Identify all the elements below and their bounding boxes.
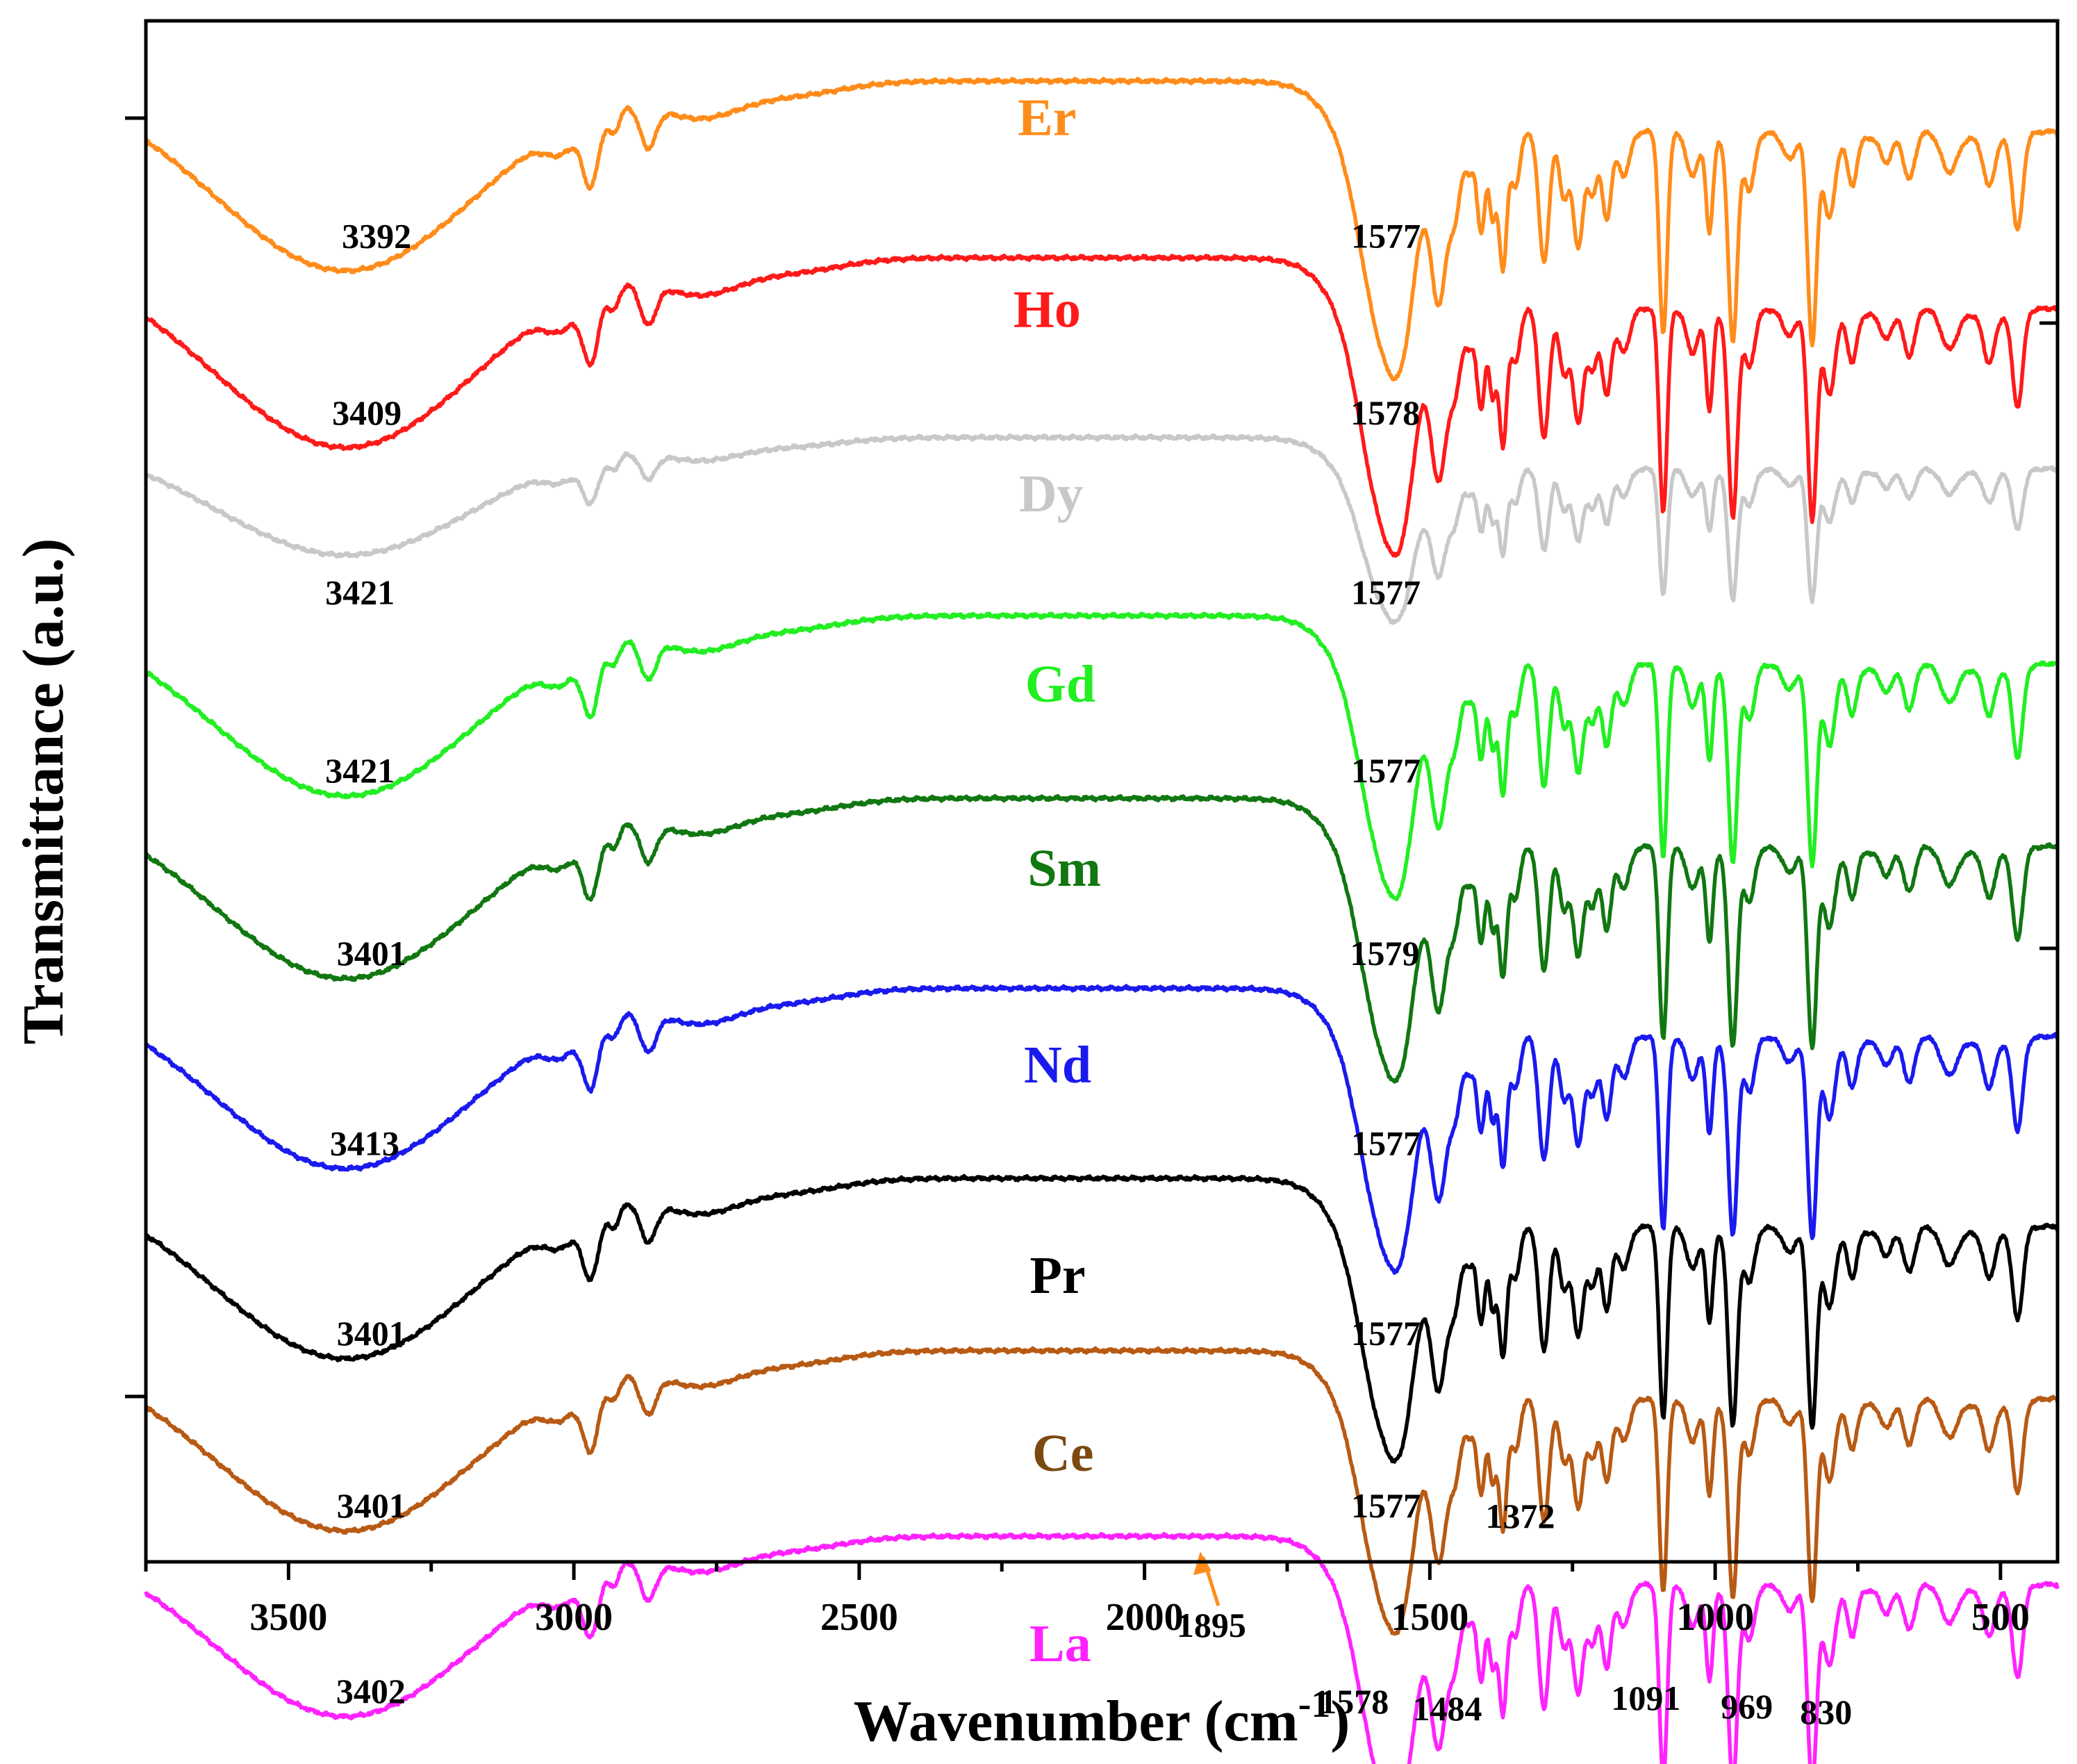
series-line-pr: [144, 1173, 2060, 1464]
peak-annotation: 1579: [1350, 934, 1419, 973]
peak-annotation: 3401: [337, 1314, 406, 1353]
x-tick-label: 2500: [820, 1596, 898, 1639]
series-label-nd: Nd: [1024, 1036, 1091, 1094]
series-label-ho: Ho: [1013, 281, 1081, 339]
series-label-gd: Gd: [1025, 655, 1095, 714]
x-axis-title-main: Wavenumber (cm: [854, 1689, 1298, 1754]
peak-annotation: 1578: [1350, 393, 1420, 432]
peak-annotation: 3421: [325, 751, 395, 790]
axis-ticks: 3500 3000 2500 2000 1500 1000 500: [125, 116, 2058, 1639]
x-axis-title-close: ): [1330, 1689, 1350, 1754]
peak-annotation: 1577: [1351, 1124, 1421, 1163]
peak-annotation: 3401: [337, 934, 406, 973]
peak-annotation: 1091: [1611, 1679, 1680, 1717]
series-ce: Ce 3401 1577 1372: [144, 1346, 2060, 1636]
peak-annotation: 3409: [332, 393, 402, 432]
peak-annotation: 1484: [1413, 1689, 1482, 1728]
peak-annotation: 1577: [1351, 1314, 1421, 1353]
y-axis-title: Transmittance (a.u.): [11, 538, 76, 1045]
series-ho: Ho 3409 1578: [144, 253, 2060, 558]
series-sm: Sm 3401 1579: [144, 793, 2060, 1084]
series-label-pr: Pr: [1030, 1246, 1086, 1305]
series-dy: Dy 3421 1577: [144, 433, 2060, 625]
plot-area: Er 3392 1577 Ho 3409 1578 Dy 3421 1577 Gd 3421 1577…: [144, 76, 2060, 1764]
x-tick-label: 2000: [1106, 1596, 1184, 1639]
x-tick-label: 1500: [1391, 1596, 1468, 1639]
peak-annotation: 1577: [1351, 751, 1421, 790]
series-line-la: [144, 1531, 2060, 1764]
series-line-ce: [144, 1346, 2060, 1636]
series-line-ho: [144, 253, 2060, 558]
series-line-er: [144, 76, 2060, 381]
series-line-gd: [144, 611, 2060, 902]
x-tick-label: 3500: [249, 1596, 327, 1639]
x-axis-title-superscript: -1: [1298, 1683, 1331, 1726]
series-label-er: Er: [1018, 88, 1076, 147]
plot-frame: [144, 19, 2060, 1564]
peak-annotation: 969: [1721, 1687, 1773, 1726]
series-line-dy: [144, 433, 2060, 625]
series-label-dy: Dy: [1019, 465, 1084, 523]
peak-annotation: 3413: [330, 1124, 399, 1163]
series-line-nd: [144, 984, 2060, 1275]
series-line-sm: [144, 793, 2060, 1084]
x-tick-label: 1000: [1676, 1596, 1754, 1639]
series-label-ce: Ce: [1032, 1424, 1094, 1483]
series-nd: Nd 3413 1577: [144, 984, 2060, 1275]
peak-annotation: 1577: [1351, 217, 1421, 256]
peak-annotation: 1895: [1177, 1606, 1246, 1645]
peak-annotation: 3401: [337, 1486, 406, 1525]
peak-annotation: 3421: [325, 573, 395, 612]
peak-annotation: 1577: [1351, 1486, 1421, 1525]
series-gd: Gd 3421 1577: [144, 611, 2060, 902]
peak-annotation: 1372: [1486, 1497, 1555, 1535]
x-tick-label: 500: [1971, 1596, 2030, 1639]
peak-annotation: 3402: [336, 1672, 406, 1711]
peak-annotation: 3392: [342, 217, 411, 256]
series-pr: Pr 3401 1577: [144, 1173, 2060, 1464]
x-axis-title: Wavenumber (cm-1): [854, 1683, 1350, 1754]
peak-annotation: 1578: [1319, 1682, 1389, 1721]
series-label-la: La: [1029, 1615, 1091, 1673]
x-tick-label: 3000: [535, 1596, 613, 1639]
peak-annotation: 830: [1800, 1692, 1852, 1731]
peak-annotation: 1577: [1351, 573, 1421, 612]
series-la: La 3402 1895 1578 1484 1091 969 830: [144, 1531, 2060, 1764]
series-label-sm: Sm: [1027, 839, 1101, 898]
series-er: Er 3392 1577: [144, 76, 2060, 381]
